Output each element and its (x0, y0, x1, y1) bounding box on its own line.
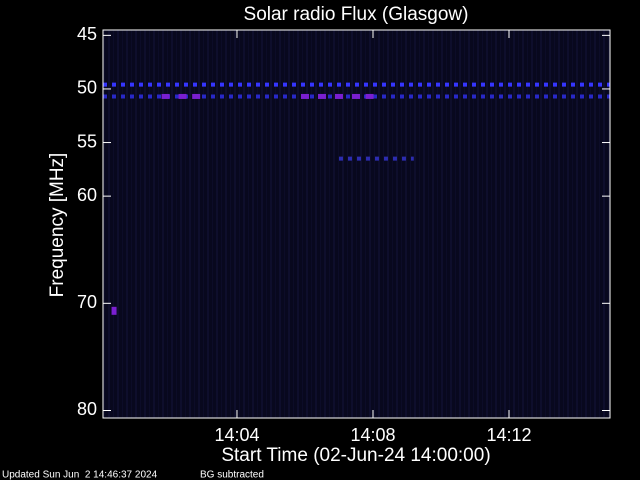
burst (161, 93, 170, 99)
y-tick-label: 45 (77, 24, 97, 44)
spot (111, 306, 117, 315)
y-tick-label: 80 (77, 399, 97, 419)
plot-frame (102, 29, 611, 419)
burst (334, 93, 343, 99)
y-axis-label: Frequency [MHz] (47, 153, 68, 298)
y-tick-label: 60 (77, 185, 97, 205)
footer-bg: BG subtracted (200, 470, 264, 480)
burst (192, 93, 201, 99)
burst (351, 93, 360, 99)
chart-title: Solar radio Flux (Glasgow) (244, 4, 469, 25)
burst (317, 93, 326, 99)
x-tick-label: 14:04 (214, 425, 259, 445)
footer-updated: Updated Sun Jun 2 14:46:37 2024 (2, 470, 158, 480)
background-streaks (103, 30, 610, 418)
x-tick-label: 14:08 (350, 425, 395, 445)
burst (178, 93, 187, 99)
y-tick-label: 50 (77, 78, 97, 98)
y-tick-label: 55 (77, 131, 97, 151)
burst (365, 93, 374, 99)
y-tick-label: 70 (77, 292, 97, 312)
burst (300, 93, 309, 99)
x-tick-label: 14:12 (486, 425, 531, 445)
x-axis-label: Start Time (02-Jun-24 14:00:00) (221, 445, 490, 466)
